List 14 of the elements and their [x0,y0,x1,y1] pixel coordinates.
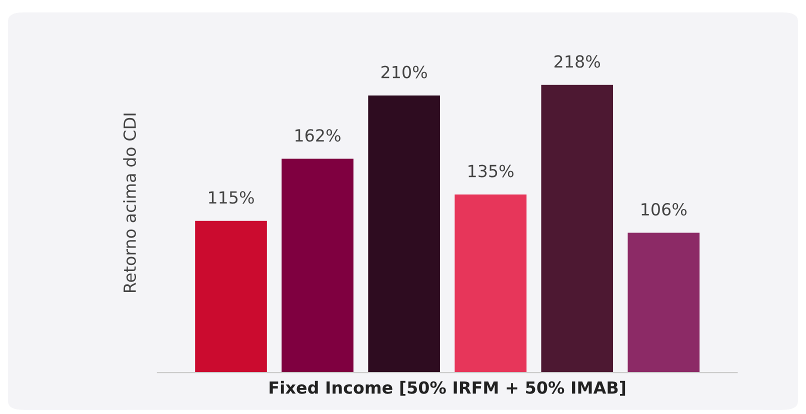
bar [282,158,354,373]
data-label: 162% [296,129,340,142]
bar [195,220,267,373]
data-label: 210% [381,66,427,78]
x-axis-title: Fixed Income [50% IRFM + 50% IMAB] [270,380,626,396]
y-axis-title: Retorno acima do CDI [123,114,136,292]
data-label: 106% [642,202,687,216]
bar [454,194,526,373]
bar [541,84,614,373]
data-label: 135% [468,164,514,178]
bar [628,232,700,373]
bar [368,95,440,373]
data-label: 218% [554,55,600,68]
data-label: 115% [209,191,254,204]
